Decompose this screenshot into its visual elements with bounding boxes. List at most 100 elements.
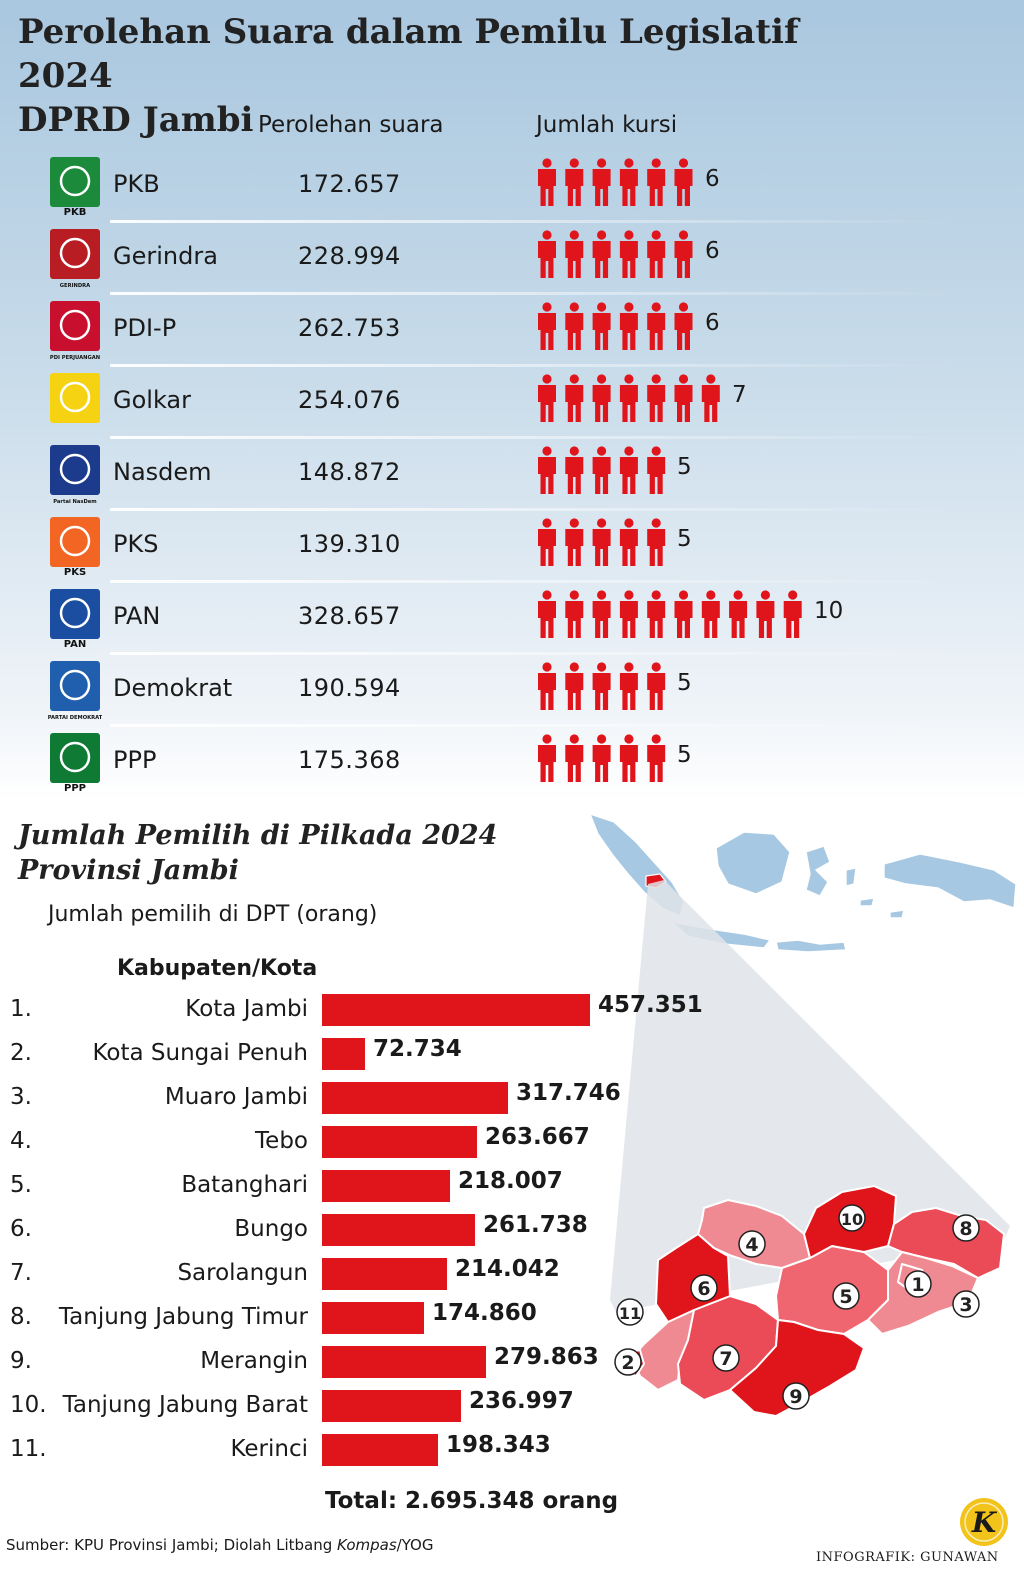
seat-pictogram [538, 158, 693, 206]
section2-title-line1: Jumlah Pemilih di Pilkada 2024 [18, 820, 498, 851]
seat-count: 5 [677, 742, 692, 768]
person-icon [592, 374, 611, 422]
party-logo-text: PPP [64, 783, 86, 793]
party-logo-icon: PKB [50, 157, 100, 217]
person-icon [592, 158, 611, 206]
party-logo-text: PDI PERJUANGAN [50, 355, 100, 361]
person-icon [619, 590, 638, 638]
source-italic: Kompas [337, 1536, 397, 1554]
map-marker-label: 7 [719, 1348, 732, 1370]
party-row: Partai NasDem Nasdem 148.872 5 [0, 440, 1024, 512]
map-marker-label: 2 [621, 1352, 634, 1374]
party-row: Golkar 254.076 7 [0, 368, 1024, 440]
person-icon [729, 590, 748, 638]
row-divider [110, 436, 960, 439]
district-name: Kota Sungai Penuh [92, 1040, 308, 1066]
person-icon [674, 590, 693, 638]
person-icon [647, 302, 666, 350]
map-marker-label: 9 [789, 1386, 802, 1408]
map-marker: 11 [616, 1298, 644, 1326]
party-logo-text: PKB [64, 207, 87, 217]
district-row: 3. Muaro Jambi 317.746 [0, 1080, 720, 1124]
party-name: PKB [113, 170, 160, 198]
party-logo-text: GERINDRA [60, 283, 90, 289]
map-marker: 4 [738, 1230, 766, 1258]
party-row: PKS PKS 139.310 5 [0, 512, 1024, 584]
seat-pictogram [538, 230, 693, 278]
party-row: PDI PERJUANGAN PDI-P 262.753 6 [0, 296, 1024, 368]
party-votes: 328.657 [298, 602, 401, 630]
person-icon [592, 302, 611, 350]
map-marker-label: 10 [841, 1210, 863, 1229]
person-icon [647, 662, 666, 710]
person-icon [565, 302, 584, 350]
person-icon [783, 590, 802, 638]
person-icon [647, 230, 666, 278]
seat-count: 5 [677, 526, 692, 552]
map-marker: 3 [952, 1290, 980, 1318]
source-note: Sumber: KPU Provinsi Jambi; Diolah Litba… [6, 1536, 433, 1554]
row-divider [110, 652, 960, 655]
person-icon [647, 518, 666, 566]
party-name: PAN [113, 602, 161, 630]
map-marker: 2 [614, 1348, 642, 1376]
seat-pictogram [538, 590, 802, 638]
row-divider [110, 220, 960, 223]
map-marker-label: 8 [959, 1218, 972, 1240]
person-icon [592, 590, 611, 638]
person-icon [701, 590, 720, 638]
district-number: 6. [10, 1216, 32, 1242]
map-marker-label: 11 [619, 1304, 641, 1323]
person-icon [619, 662, 638, 710]
source-suffix: /YOG [396, 1536, 434, 1554]
district-value-label: 214.042 [455, 1256, 560, 1282]
seat-count: 5 [677, 454, 692, 480]
person-icon [538, 518, 556, 566]
district-value-label: 198.343 [446, 1432, 551, 1458]
district-column-header: Kabupaten/Kota [117, 956, 318, 981]
person-icon [647, 158, 666, 206]
region-merangin [655, 1233, 731, 1323]
map-marker-label: 1 [911, 1274, 924, 1296]
row-divider [110, 364, 960, 367]
party-logo-text: PKS [64, 567, 86, 577]
person-icon [592, 518, 611, 566]
person-icon [565, 518, 584, 566]
party-row: GERINDRA Gerindra 228.994 6 [0, 224, 1024, 296]
party-logo-text: PARTAI DEMOKRAT [48, 715, 102, 721]
person-icon [592, 230, 611, 278]
district-value-label: 279.863 [494, 1344, 599, 1370]
section2-title: Jumlah Pemilih di Pilkada 2024 Provinsi … [18, 818, 497, 888]
party-logo-icon: PPP [50, 733, 100, 793]
row-divider [110, 724, 960, 727]
district-value-label: 263.667 [485, 1124, 590, 1150]
person-icon [674, 230, 693, 278]
map-marker: 6 [690, 1274, 718, 1302]
person-icon [619, 302, 638, 350]
seat-pictogram [538, 662, 666, 710]
district-bar [322, 1126, 477, 1158]
infographic-credit: INFOGRAFIK: GUNAWAN [816, 1550, 999, 1565]
district-name: Tebo [255, 1128, 308, 1154]
person-icon [538, 590, 556, 638]
party-logo-icon: PAN [50, 589, 100, 649]
district-row: 1. Kota Jambi 457.351 [0, 992, 720, 1036]
person-icon [538, 734, 556, 782]
map-marker: 10 [838, 1204, 866, 1232]
party-votes: 262.753 [298, 314, 401, 342]
district-value-label: 72.734 [373, 1036, 462, 1062]
district-value-label: 174.860 [432, 1300, 537, 1326]
person-icon [619, 518, 638, 566]
party-name: Nasdem [113, 458, 212, 486]
district-value-label: 236.997 [469, 1388, 574, 1414]
person-icon [565, 734, 584, 782]
person-icon [538, 662, 556, 710]
party-votes: 228.994 [298, 242, 401, 270]
party-name: Demokrat [113, 674, 233, 702]
district-name: Batanghari [181, 1172, 308, 1198]
district-name: Muaro Jambi [164, 1084, 308, 1110]
party-votes: 175.368 [298, 746, 401, 774]
district-number: 3. [10, 1084, 32, 1110]
seat-count: 6 [705, 166, 720, 192]
district-number: 5. [10, 1172, 32, 1198]
